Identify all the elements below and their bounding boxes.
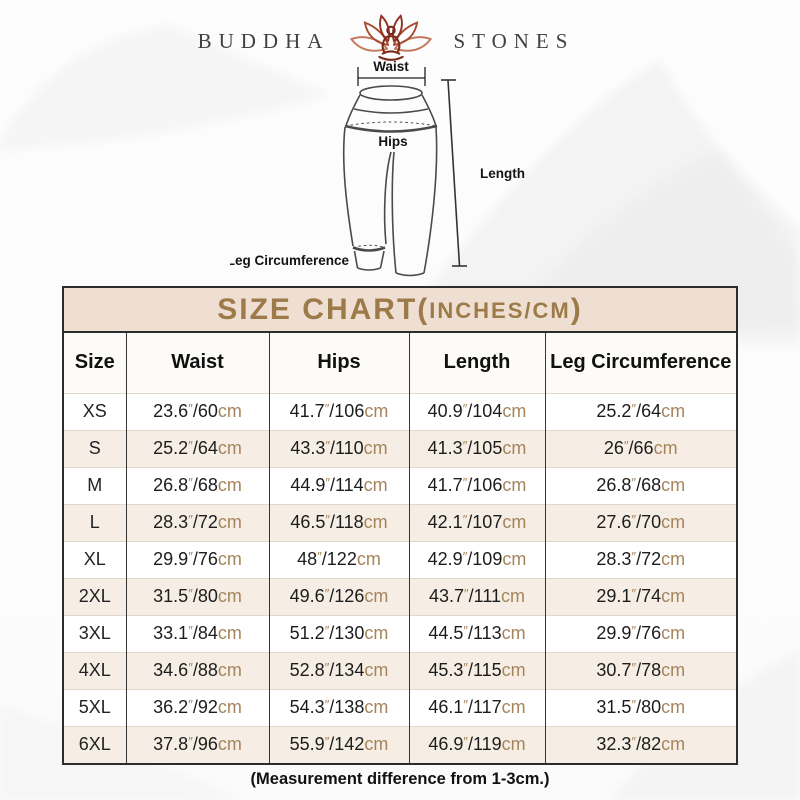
measurement-cell: 26.8″/68cm — [544, 466, 736, 504]
size-label: 6XL — [64, 725, 126, 763]
size-label: S — [64, 429, 126, 467]
size-label: 3XL — [64, 614, 126, 652]
col-header-hips: Hips — [268, 333, 409, 393]
brand-word-right: STONES — [453, 28, 575, 53]
waist-measure-line — [357, 67, 426, 86]
measurement-cell: 29.1″/74cm — [544, 577, 736, 615]
title-unit: INCHES/CM — [429, 298, 571, 323]
table-row-3xl: 3XL 33.1″/84cm 51.2″/130cm 44.5″/113cm 29.9″… — [64, 614, 736, 652]
measurement-cell: 31.5″/80cm — [544, 688, 736, 726]
measurement-cell: 45.3″/115cm — [408, 651, 545, 689]
size-chart-table: SIZE CHART(INCHES/CM) Size Waist Hips Lengt… — [62, 286, 738, 765]
measurement-cell: 23.6″/60cm — [125, 392, 269, 430]
measurement-cell: 25.2″/64cm — [544, 392, 736, 430]
measurement-cell: 27.6″/70cm — [544, 503, 736, 541]
measurements-table: Size Waist Hips Length Leg Circumference XS 2… — [64, 333, 736, 763]
measurement-cell: 54.3″/138cm — [268, 688, 409, 726]
table-row-6xl: 6XL 37.8″/96cm 55.9″/142cm 46.9″/119cm 32.3″… — [64, 725, 736, 763]
measurement-cell: 51.2″/130cm — [268, 614, 409, 652]
measurement-cell: 29.9″/76cm — [544, 614, 736, 652]
col-header-waist: Waist — [125, 333, 269, 393]
measurement-cell: 40.9″/104cm — [408, 392, 545, 430]
measurement-cell: 41.7″/106cm — [268, 392, 409, 430]
measurement-cell: 46.1″/117cm — [408, 688, 545, 726]
measurement-cell: 41.3″/105cm — [408, 429, 545, 467]
measurement-cell: 52.8″/134cm — [268, 651, 409, 689]
measurement-cell: 43.7″/111cm — [408, 577, 545, 615]
measurement-cell: 31.5″/80cm — [125, 577, 269, 615]
table-row-4xl: 4XL 34.6″/88cm 52.8″/134cm 45.3″/115cm 30.7″… — [64, 651, 736, 689]
table-row-5xl: 5XL 36.2″/92cm 54.3″/138cm 46.1″/117cm 31.5″… — [64, 688, 736, 726]
measurement-cell: 28.3″/72cm — [125, 503, 269, 541]
title-close: ) — [570, 292, 583, 326]
measurement-cell: 28.3″/72cm — [544, 540, 736, 578]
table-row-xl: XL 29.9″/76cm 48″/122cm 42.9″/109cm 28.3″/72… — [64, 540, 736, 578]
table-row-s: S 25.2″/64cm 43.3″/110cm 41.3″/105cm 26″/66c… — [64, 429, 736, 467]
length-measure-line — [441, 79, 467, 267]
measurement-cell: 32.3″/82cm — [544, 725, 736, 763]
col-header-length: Length — [408, 333, 545, 393]
measurement-cell: 42.9″/109cm — [408, 540, 545, 578]
size-chart-title: SIZE CHART(INCHES/CM) — [64, 288, 736, 333]
title-main: SIZE CHART( — [217, 292, 430, 326]
waist-label: Waist — [373, 59, 409, 74]
measurement-cell: 33.1″/84cm — [125, 614, 269, 652]
measurement-cell: 34.6″/88cm — [125, 651, 269, 689]
measurement-cell: 46.5″/118cm — [268, 503, 409, 541]
measurement-cell: 25.2″/64cm — [125, 429, 269, 467]
measurement-cell: 37.8″/96cm — [125, 725, 269, 763]
table-row-xs: XS 23.6″/60cm 41.7″/106cm 40.9″/104cm 25.2″/… — [64, 392, 736, 430]
measurement-cell: 44.5″/113cm — [408, 614, 545, 652]
measurement-cell: 26.8″/68cm — [125, 466, 269, 504]
lotus-meditation-icon — [350, 14, 433, 61]
measurement-cell: 48″/122cm — [268, 540, 409, 578]
size-label: 5XL — [64, 688, 126, 726]
measurement-cell: 55.9″/142cm — [268, 725, 409, 763]
measurement-cell: 44.9″/114cm — [268, 466, 409, 504]
size-label: XS — [64, 392, 126, 430]
measurement-cell: 46.9″/119cm — [408, 725, 545, 763]
table-header-row: Size Waist Hips Length Leg Circumference — [64, 333, 736, 393]
measurement-cell: 42.1″/107cm — [408, 503, 545, 541]
size-label: 2XL — [64, 577, 126, 615]
brand-header: BUDDHA STONE — [0, 12, 786, 70]
table-row-l: L 28.3″/72cm 46.5″/118cm 42.1″/107cm 27.6″/7… — [64, 503, 736, 541]
leg-circumference-label: Leg Circumference — [230, 253, 349, 268]
length-label: Length — [480, 166, 525, 181]
size-label: M — [64, 466, 126, 504]
measurement-cell: 49.6″/126cm — [268, 577, 409, 615]
pants-measurement-diagram: Waist Hips Length Leg Circumference — [230, 59, 525, 277]
measurement-cell: 30.7″/78cm — [544, 651, 736, 689]
hips-label: Hips — [378, 134, 407, 149]
brand-word-left: BUDDHA — [197, 28, 330, 53]
col-header-size: Size — [64, 333, 126, 393]
measurement-cell: 43.3″/110cm — [268, 429, 409, 467]
size-label: L — [64, 503, 126, 541]
size-label: XL — [64, 540, 126, 578]
measurement-cell: 29.9″/76cm — [125, 540, 269, 578]
measurement-cell: 26″/66cm — [544, 429, 736, 467]
col-header-leg-circumference: Leg Circumference — [544, 333, 736, 393]
measurement-cell: 36.2″/92cm — [125, 688, 269, 726]
measurement-cell: 41.7″/106cm — [408, 466, 545, 504]
pants-outline — [342, 85, 438, 277]
table-row-m: M 26.8″/68cm 44.9″/114cm 41.7″/106cm 26.8″/6… — [64, 466, 736, 504]
measurement-note: (Measurement difference from 1-3cm.) — [250, 770, 550, 788]
table-row-2xl: 2XL 31.5″/80cm 49.6″/126cm 43.7″/111cm 29.1″… — [64, 577, 736, 615]
size-label: 4XL — [64, 651, 126, 689]
